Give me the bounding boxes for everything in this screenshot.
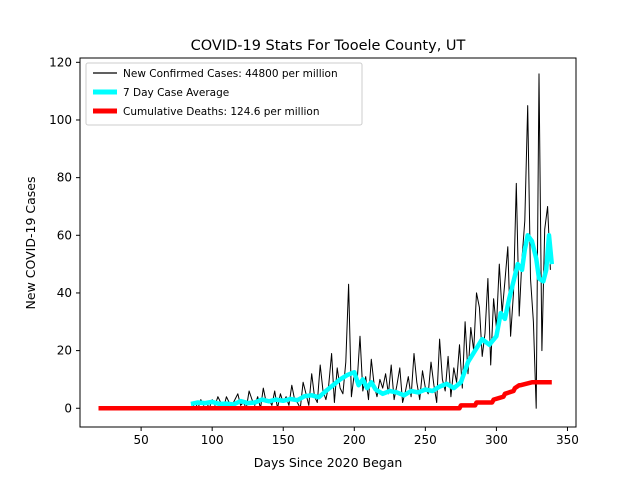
legend: New Confirmed Cases: 44800 per million 7…: [85, 62, 363, 126]
chart-title: COVID-19 Stats For Tooele County, UT: [191, 38, 466, 54]
y-tick-label: 60: [57, 228, 72, 242]
x-tick-label: 100: [201, 433, 224, 447]
7day-average-line: [190, 233, 555, 407]
legend-box: [85, 62, 363, 126]
y-tick-label: 100: [49, 113, 72, 127]
y-axis: 0 20 40 60 80 100 120: [49, 55, 80, 415]
y-axis-label: New COVID-19 Cases: [23, 177, 38, 310]
x-tick-label: 300: [485, 433, 508, 447]
legend-label-7day-average: 7 Day Case Average: [123, 87, 229, 99]
y-tick-label: 80: [57, 171, 72, 185]
x-tick-label: 350: [556, 433, 579, 447]
y-tick-label: 0: [64, 401, 72, 415]
plot-frame: [79, 57, 577, 428]
cumulative-deaths-line: [98, 380, 552, 411]
legend-label-cumulative-deaths: Cumulative Deaths: 124.6 per million: [123, 106, 320, 118]
legend-label-new-cases: New Confirmed Cases: 44800 per million: [123, 68, 338, 80]
y-tick-label: 120: [49, 55, 72, 69]
x-axis-label: Days Since 2020 Began: [254, 455, 403, 470]
x-axis: 50 100 150 200 250 300 350: [133, 427, 579, 447]
x-tick-label: 50: [133, 433, 148, 447]
y-tick-label: 40: [57, 286, 72, 300]
y-tick-label: 20: [57, 344, 72, 358]
x-tick-label: 250: [414, 433, 437, 447]
x-tick-label: 200: [343, 433, 366, 447]
x-tick-label: 150: [272, 433, 295, 447]
series-layer: [98, 73, 555, 411]
